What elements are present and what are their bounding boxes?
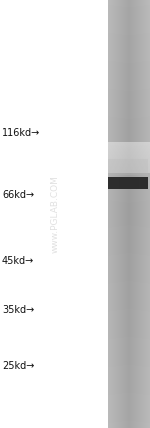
Text: 116kd→: 116kd→	[2, 128, 40, 138]
Text: 45kd→: 45kd→	[2, 256, 34, 266]
Text: 25kd→: 25kd→	[2, 361, 34, 371]
Text: 35kd→: 35kd→	[2, 305, 34, 315]
Bar	[108, 159, 148, 175]
Text: www.PGLAB.COM: www.PGLAB.COM	[51, 175, 60, 253]
Text: 66kd→: 66kd→	[2, 190, 34, 200]
Bar	[108, 177, 148, 189]
